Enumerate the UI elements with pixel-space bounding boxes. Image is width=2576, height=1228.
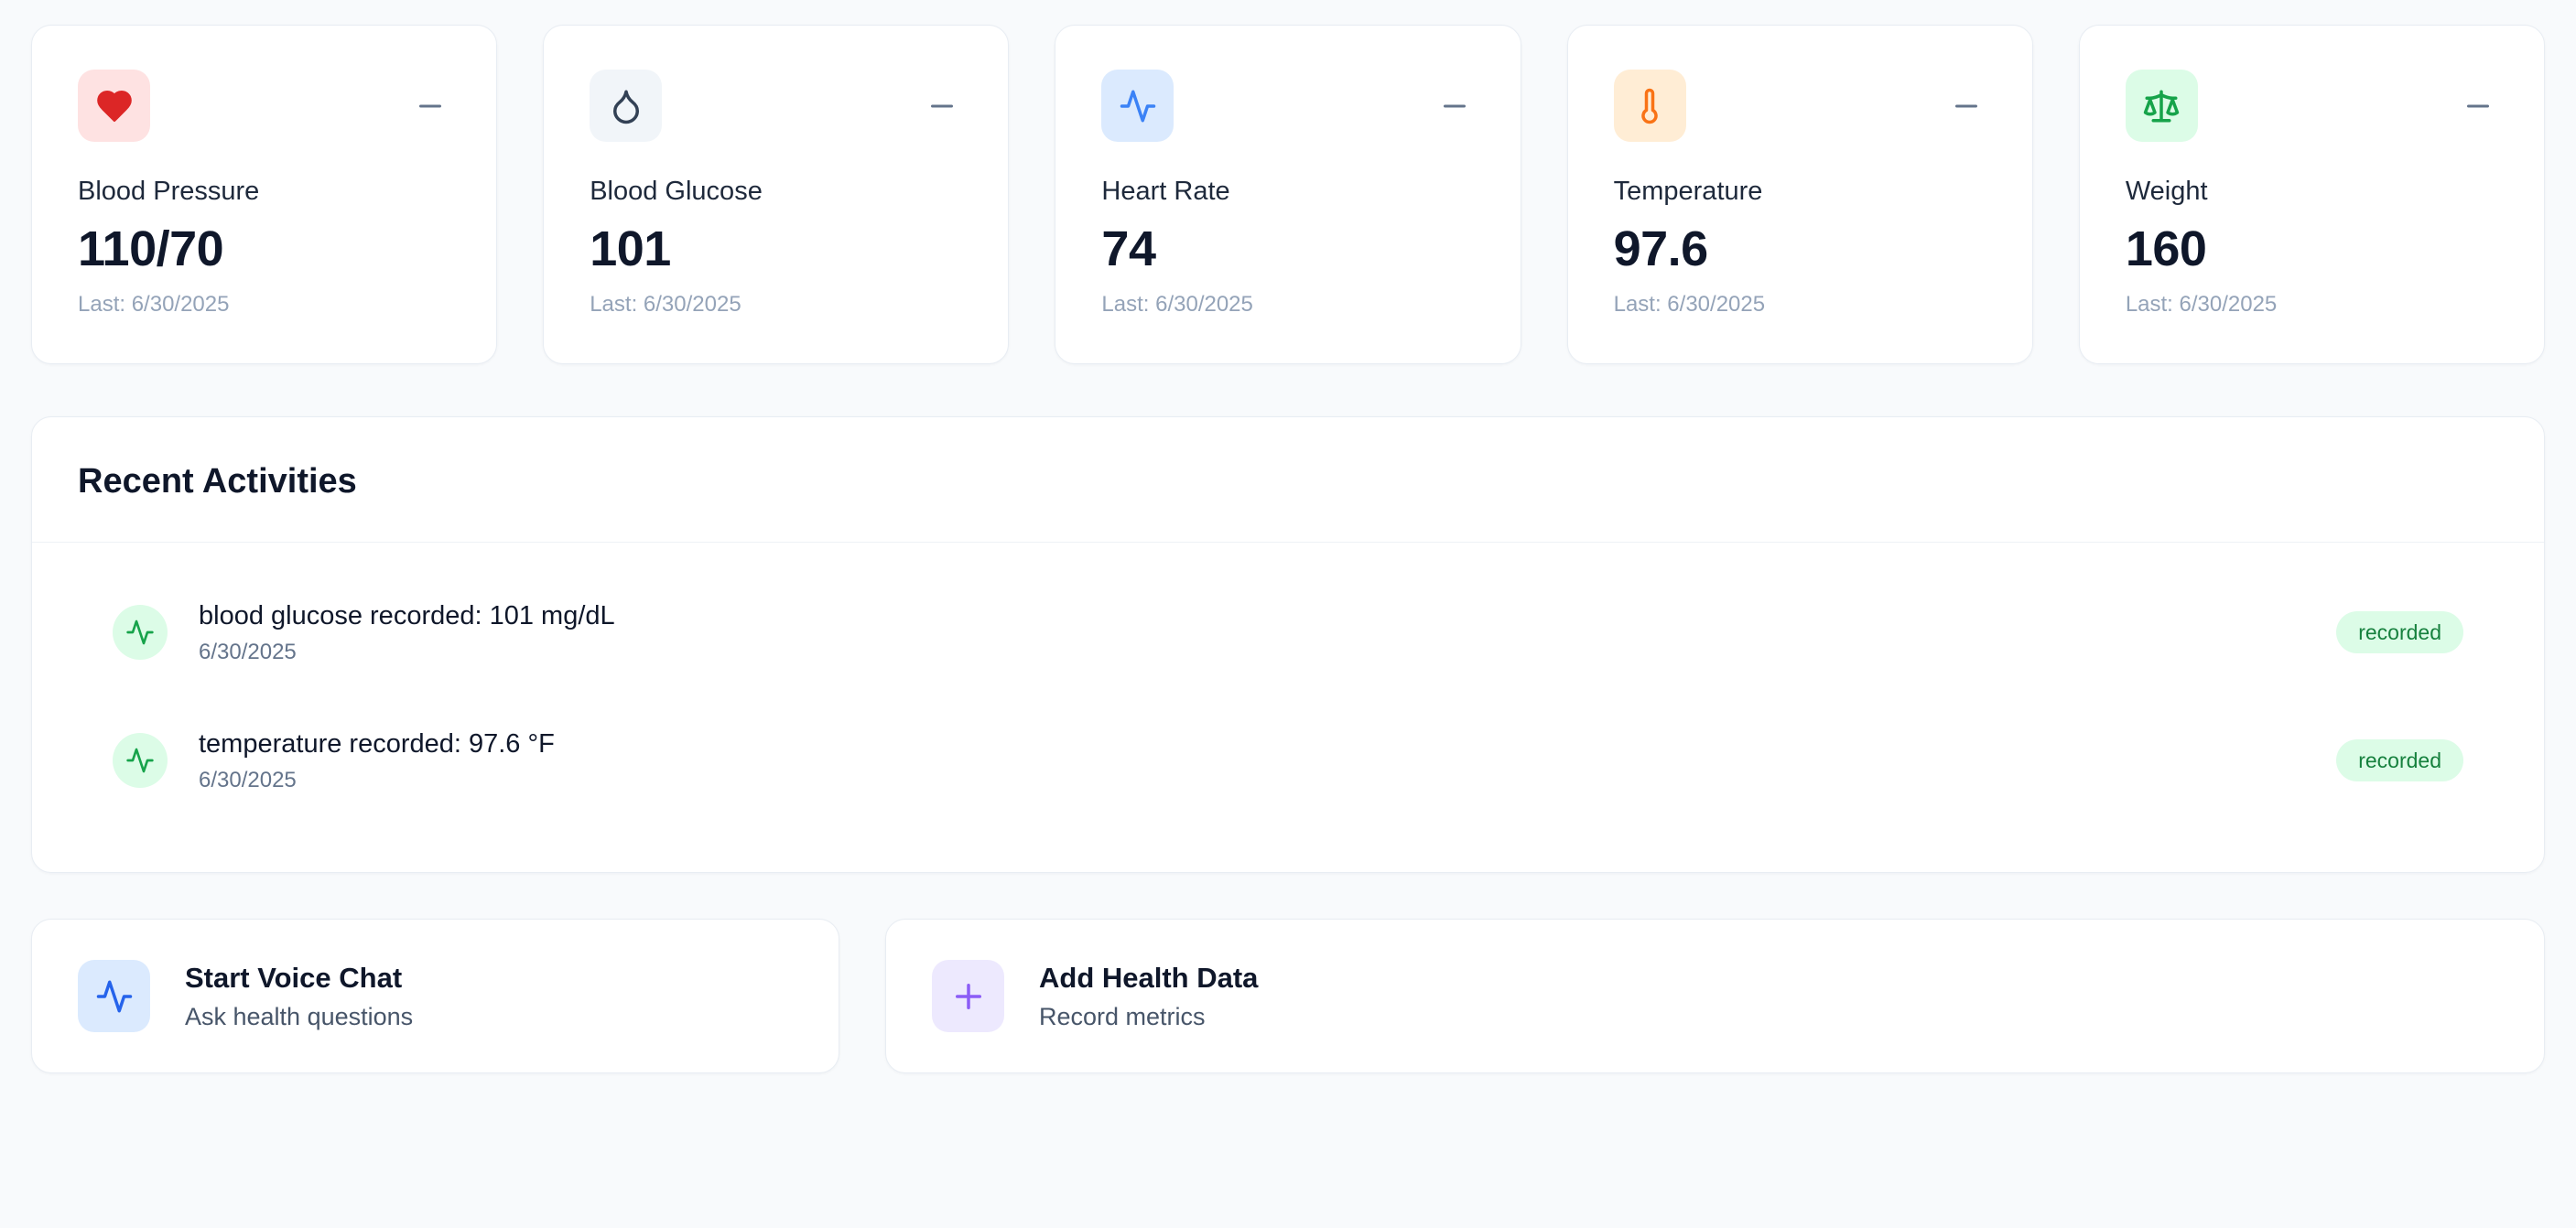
- metric-label: Blood Glucose: [590, 177, 763, 206]
- metric-card: Temperature 97.6 Last: 6/30/2025: [1566, 25, 2033, 364]
- metric-card-top: [2125, 70, 2498, 142]
- scale-icon: [2125, 70, 2198, 142]
- metric-label: Weight: [2125, 177, 2208, 206]
- metric-card: Weight 160 Last: 6/30/2025: [2078, 25, 2546, 364]
- heart-icon: [78, 70, 150, 142]
- metric-card: Blood Glucose 101 Last: 6/30/2025: [543, 25, 1010, 364]
- metric-card: Heart Rate 74 Last: 6/30/2025: [1055, 25, 1521, 364]
- status-badge: recorded: [2336, 611, 2463, 653]
- metric-card-top: [1613, 70, 1986, 142]
- metric-last-date: Last: 6/30/2025: [1613, 292, 1766, 317]
- minus-icon: [2462, 90, 2495, 123]
- activity-title: blood glucose recorded: 101 mg/dL: [199, 601, 615, 630]
- metric-last-date: Last: 6/30/2025: [1101, 292, 1253, 317]
- pulse-icon: [1101, 70, 1174, 142]
- plus-icon: [932, 960, 1004, 1032]
- action-title: Add Health Data: [1039, 962, 1259, 994]
- minus-icon: [1438, 90, 1471, 123]
- action-subtitle: Ask health questions: [185, 1003, 414, 1030]
- droplet-icon: [590, 70, 663, 142]
- metric-label: Temperature: [1613, 177, 1763, 206]
- start-voice-chat-card[interactable]: Start Voice Chat Ask health questions: [31, 919, 839, 1073]
- metric-label: Heart Rate: [1101, 177, 1230, 206]
- metric-value: 110/70: [78, 221, 224, 276]
- quick-actions-row: Start Voice Chat Ask health questions Ad…: [31, 919, 2545, 1073]
- metric-value: 101: [590, 221, 671, 276]
- minus-icon: [414, 90, 447, 123]
- recent-activities-title: Recent Activities: [78, 462, 357, 501]
- recent-activities-panel: Recent Activities blood glucose recorded…: [31, 416, 2545, 873]
- status-badge: recorded: [2336, 739, 2463, 781]
- thermometer-icon: [1613, 70, 1686, 142]
- collapse-card-button[interactable]: [1946, 86, 1986, 126]
- add-health-data-card[interactable]: Add Health Data Record metrics: [885, 919, 2545, 1073]
- pulse-icon: [113, 733, 168, 788]
- metric-label: Blood Pressure: [78, 177, 260, 206]
- metric-value: 97.6: [1613, 221, 1709, 276]
- pulse-icon: [78, 960, 150, 1032]
- collapse-card-button[interactable]: [410, 86, 450, 126]
- activity-title: temperature recorded: 97.6 °F: [199, 729, 555, 759]
- activity-list-item: temperature recorded: 97.6 °F 6/30/2025 …: [78, 696, 2498, 824]
- collapse-card-button[interactable]: [1434, 86, 1475, 126]
- pulse-icon: [113, 605, 168, 660]
- action-text: Add Health Data Record metrics: [1039, 961, 1258, 1031]
- health-dashboard: Blood Pressure 110/70 Last: 6/30/2025 Bl…: [31, 25, 2546, 1073]
- metric-card-top: [1101, 70, 1474, 142]
- minus-icon: [925, 90, 958, 123]
- action-text: Start Voice Chat Ask health questions: [185, 961, 413, 1031]
- recent-activities-header: Recent Activities: [32, 417, 2544, 543]
- metric-card-top: [590, 70, 962, 142]
- action-title: Start Voice Chat: [185, 962, 403, 994]
- collapse-card-button[interactable]: [922, 86, 962, 126]
- activity-date: 6/30/2025: [199, 640, 297, 664]
- activity-list-item: blood glucose recorded: 101 mg/dL 6/30/2…: [78, 568, 2498, 696]
- collapse-card-button[interactable]: [2458, 86, 2498, 126]
- metric-card: Blood Pressure 110/70 Last: 6/30/2025: [31, 25, 498, 364]
- activity-text: blood glucose recorded: 101 mg/dL 6/30/2…: [199, 599, 2336, 665]
- activity-date: 6/30/2025: [199, 768, 297, 792]
- metrics-row: Blood Pressure 110/70 Last: 6/30/2025 Bl…: [31, 25, 2546, 364]
- metric-last-date: Last: 6/30/2025: [78, 292, 230, 317]
- metric-card-top: [78, 70, 450, 142]
- action-subtitle: Record metrics: [1039, 1003, 1206, 1030]
- minus-icon: [1950, 90, 1983, 123]
- metric-value: 160: [2125, 221, 2207, 276]
- activities-list: blood glucose recorded: 101 mg/dL 6/30/2…: [32, 543, 2544, 872]
- activity-text: temperature recorded: 97.6 °F 6/30/2025: [199, 727, 2336, 793]
- metric-value: 74: [1101, 221, 1156, 276]
- metric-last-date: Last: 6/30/2025: [590, 292, 741, 317]
- metric-last-date: Last: 6/30/2025: [2125, 292, 2278, 317]
